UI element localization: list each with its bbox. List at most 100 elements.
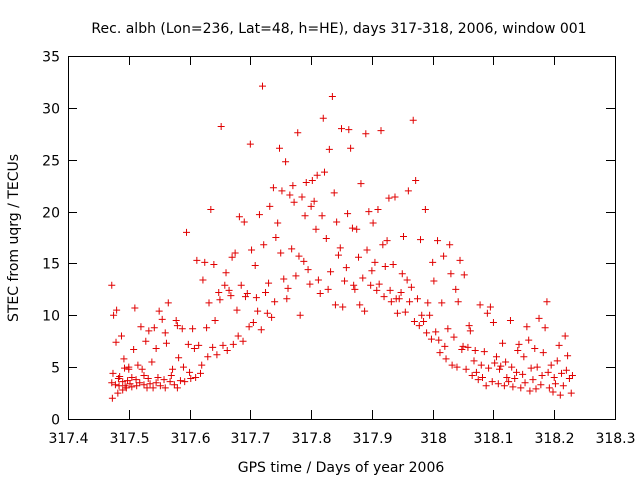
data-point bbox=[316, 290, 324, 298]
data-point bbox=[477, 361, 485, 369]
data-point bbox=[417, 236, 425, 244]
data-point bbox=[184, 340, 192, 348]
data-point bbox=[556, 391, 564, 399]
data-point bbox=[231, 249, 239, 257]
data-point bbox=[313, 171, 321, 179]
data-point bbox=[298, 193, 306, 201]
chart-title: Rec. albh (Lon=236, Lat=48, h=HE), days … bbox=[91, 21, 586, 37]
data-point bbox=[272, 234, 280, 241]
data-point bbox=[237, 281, 245, 289]
data-point bbox=[383, 237, 391, 245]
data-point bbox=[175, 354, 183, 362]
data-point bbox=[146, 380, 154, 388]
x-tick-label: 317.9 bbox=[352, 431, 392, 447]
data-point bbox=[568, 371, 576, 379]
data-point bbox=[222, 269, 230, 277]
data-point bbox=[134, 361, 142, 369]
data-point bbox=[447, 270, 455, 278]
data-point bbox=[460, 271, 468, 279]
data-point bbox=[215, 288, 223, 296]
data-point bbox=[320, 168, 328, 176]
data-point bbox=[199, 276, 207, 284]
data-point bbox=[251, 262, 259, 270]
data-point bbox=[456, 256, 464, 264]
data-point bbox=[496, 365, 504, 373]
data-point bbox=[561, 332, 569, 340]
data-point bbox=[547, 361, 555, 369]
data-point bbox=[386, 286, 394, 294]
data-point bbox=[338, 125, 345, 133]
data-point bbox=[142, 337, 150, 345]
data-point bbox=[243, 290, 251, 298]
data-point bbox=[225, 286, 233, 294]
data-point bbox=[454, 298, 462, 306]
data-point bbox=[509, 383, 517, 391]
data-point bbox=[312, 225, 320, 233]
data-point bbox=[258, 82, 266, 90]
y-axis-label: STEC from uqrg / TECUs bbox=[6, 154, 22, 322]
data-point bbox=[193, 256, 201, 264]
plot-frame bbox=[68, 56, 616, 420]
data-point bbox=[204, 353, 212, 361]
data-point bbox=[362, 130, 370, 138]
data-point bbox=[468, 371, 476, 379]
data-point bbox=[263, 309, 271, 317]
data-point bbox=[125, 365, 133, 373]
data-point bbox=[252, 294, 260, 302]
data-point bbox=[381, 263, 389, 271]
data-point bbox=[474, 376, 482, 384]
data-point bbox=[344, 210, 352, 218]
data-point bbox=[110, 311, 118, 319]
data-point bbox=[108, 379, 116, 387]
data-point bbox=[155, 307, 163, 315]
data-point bbox=[169, 365, 177, 373]
data-point bbox=[143, 384, 151, 392]
data-point bbox=[420, 318, 428, 326]
data-point bbox=[342, 264, 350, 272]
data-point bbox=[240, 218, 248, 226]
data-point bbox=[347, 144, 355, 152]
data-point bbox=[266, 202, 274, 210]
data-point bbox=[517, 384, 525, 392]
data-point bbox=[288, 245, 296, 253]
data-point bbox=[527, 364, 535, 372]
data-point bbox=[429, 258, 437, 266]
data-point bbox=[397, 288, 405, 296]
data-point bbox=[274, 219, 282, 227]
data-point bbox=[108, 281, 116, 289]
data-point bbox=[196, 369, 204, 377]
data-point bbox=[210, 260, 218, 268]
data-point bbox=[380, 293, 388, 301]
y-tick-label: 15 bbox=[42, 257, 60, 273]
data-point bbox=[355, 253, 363, 261]
y-tick-label: 30 bbox=[42, 102, 60, 118]
data-point bbox=[333, 218, 341, 226]
axis-ticks: 317.4 317.5 317.6 317.7 317.8 317.9 318 318.1 31… bbox=[42, 50, 635, 448]
data-point bbox=[205, 299, 213, 307]
data-point bbox=[137, 323, 145, 331]
data-point bbox=[262, 288, 270, 296]
data-point bbox=[558, 369, 566, 377]
data-point bbox=[241, 293, 249, 301]
data-point bbox=[257, 326, 265, 334]
data-point bbox=[119, 386, 127, 394]
data-point bbox=[294, 129, 302, 137]
data-point bbox=[446, 241, 454, 249]
data-point bbox=[108, 394, 116, 402]
data-point bbox=[399, 232, 407, 240]
data-point bbox=[544, 368, 552, 376]
data-point bbox=[280, 275, 288, 283]
data-point bbox=[286, 191, 294, 199]
data-point bbox=[543, 298, 551, 306]
data-point bbox=[271, 298, 279, 306]
data-point bbox=[233, 306, 241, 314]
data-point bbox=[265, 279, 273, 287]
data-point bbox=[249, 319, 257, 327]
data-point bbox=[189, 325, 197, 333]
data-point bbox=[207, 205, 215, 213]
data-point bbox=[519, 370, 527, 378]
data-point bbox=[413, 295, 421, 303]
data-point bbox=[387, 298, 395, 306]
data-point bbox=[494, 380, 502, 388]
data-point bbox=[450, 333, 458, 341]
